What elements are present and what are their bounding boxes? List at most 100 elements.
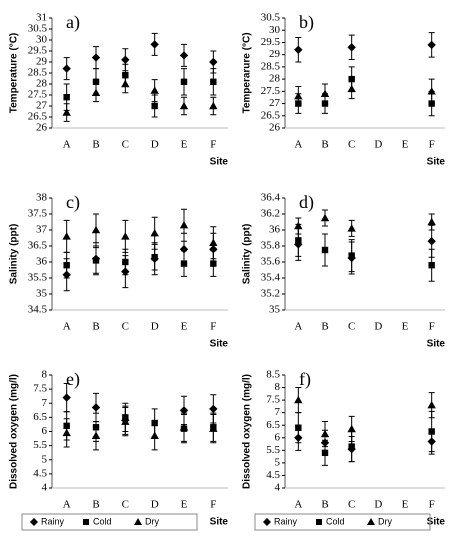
x-tick-label: C: [348, 321, 355, 333]
y-tick-label: 30.5: [28, 23, 48, 35]
data-point: [179, 406, 189, 415]
x-tick-label: B: [321, 321, 328, 333]
data-point: [428, 262, 435, 269]
data-point: [92, 78, 100, 85]
data-point: [179, 51, 189, 60]
y-tick-label: 26: [269, 122, 281, 134]
data-point: [294, 395, 303, 404]
y-axis-label: Temperarure (°C): [242, 32, 253, 113]
data-point: [62, 108, 71, 116]
data-point: [427, 217, 436, 226]
y-tick-label: 35.6: [261, 256, 281, 268]
y-tick-label: 29: [36, 56, 48, 68]
panel-label: d): [299, 192, 314, 213]
data-point: [62, 428, 71, 437]
y-tick-label: 6.5: [33, 411, 47, 423]
data-point: [151, 254, 158, 261]
data-point: [150, 86, 159, 94]
x-tick-label: D: [151, 139, 159, 151]
x-tick-label: D: [374, 321, 382, 333]
data-point: [348, 443, 355, 450]
data-point: [151, 102, 158, 110]
panel-label: f): [299, 369, 311, 390]
x-tick-label: C: [122, 499, 129, 511]
legend-marker: [134, 518, 142, 525]
x-tick-label: E: [181, 499, 188, 511]
data-point: [180, 260, 188, 267]
x-tick-label: B: [321, 139, 328, 151]
x-tick-label: F: [210, 139, 216, 151]
y-tick-label: 35: [36, 288, 48, 300]
y-tick-label: 4.5: [33, 467, 47, 479]
data-point: [320, 89, 330, 97]
x-tick-label: D: [374, 139, 382, 151]
data-point: [63, 262, 70, 269]
data-point: [210, 78, 217, 85]
data-point: [150, 229, 159, 237]
data-point: [179, 221, 189, 229]
x-tick-label: D: [151, 321, 159, 333]
legend-marker: [83, 519, 89, 525]
x-tick-label: A: [294, 499, 302, 511]
x-tick-label: B: [321, 499, 328, 511]
data-point: [121, 79, 130, 88]
y-axis-label: Dissolved oxygen (mg/l): [9, 374, 20, 489]
data-point: [179, 101, 189, 110]
data-point: [150, 431, 159, 439]
y-tick-label: 7: [275, 406, 281, 418]
x-tick-label: C: [348, 499, 355, 511]
y-tick-label: 8.5: [266, 369, 280, 381]
y-tick-label: 8: [42, 369, 48, 381]
data-point: [427, 400, 436, 409]
data-point: [321, 449, 329, 457]
y-tick-label: 27.5: [28, 89, 48, 101]
legend-marker: [316, 519, 322, 525]
y-tick-label: 29.5: [261, 36, 281, 48]
x-tick-label: F: [429, 499, 435, 511]
y-tick-label: 37.5: [28, 208, 48, 220]
y-tick-label: 35.5: [28, 272, 48, 284]
legend-box: [21, 513, 198, 531]
x-tick-label: A: [63, 499, 71, 511]
legend-label: Cold: [326, 516, 345, 526]
legend-label: Rainy: [274, 516, 298, 526]
data-point: [122, 258, 129, 266]
data-point: [121, 232, 130, 240]
data-point: [320, 429, 330, 438]
y-tick-label: 26.5: [28, 111, 48, 123]
data-point: [150, 40, 159, 49]
x-tick-label: B: [92, 139, 99, 151]
data-point: [179, 423, 189, 431]
data-point: [209, 101, 218, 110]
x-tick-label: B: [92, 321, 99, 333]
y-tick-label: 31: [36, 12, 47, 24]
y-tick-label: 7.5: [33, 383, 47, 395]
data-point: [209, 238, 218, 246]
data-point: [294, 45, 303, 54]
legend-box: [254, 513, 431, 531]
data-point: [427, 40, 436, 50]
x-tick-label: A: [294, 139, 302, 151]
data-point: [91, 88, 101, 96]
y-axis-label: Salinity (ppt): [9, 224, 20, 285]
y-tick-label: 29.5: [28, 45, 48, 57]
data-point: [295, 424, 302, 431]
y-tick-label: 8: [275, 381, 281, 393]
y-tick-label: 28: [36, 78, 48, 90]
panel-label: e): [66, 369, 80, 390]
y-tick-label: 30: [36, 34, 48, 46]
y-axis-label: Temperature (°C): [9, 33, 20, 114]
data-point: [427, 237, 436, 246]
x-axis-label: Site: [210, 517, 229, 528]
y-tick-label: 4.5: [266, 469, 280, 481]
legend-marker: [30, 518, 38, 526]
data-point: [91, 53, 101, 62]
y-tick-label: 5.5: [266, 444, 280, 456]
x-tick-label: B: [92, 499, 99, 511]
legend-label: Rainy: [41, 516, 65, 526]
y-tick-label: 36.2: [261, 208, 280, 220]
y-tick-label: 5: [42, 453, 48, 465]
data-point: [209, 57, 218, 67]
legend-marker: [263, 518, 271, 526]
